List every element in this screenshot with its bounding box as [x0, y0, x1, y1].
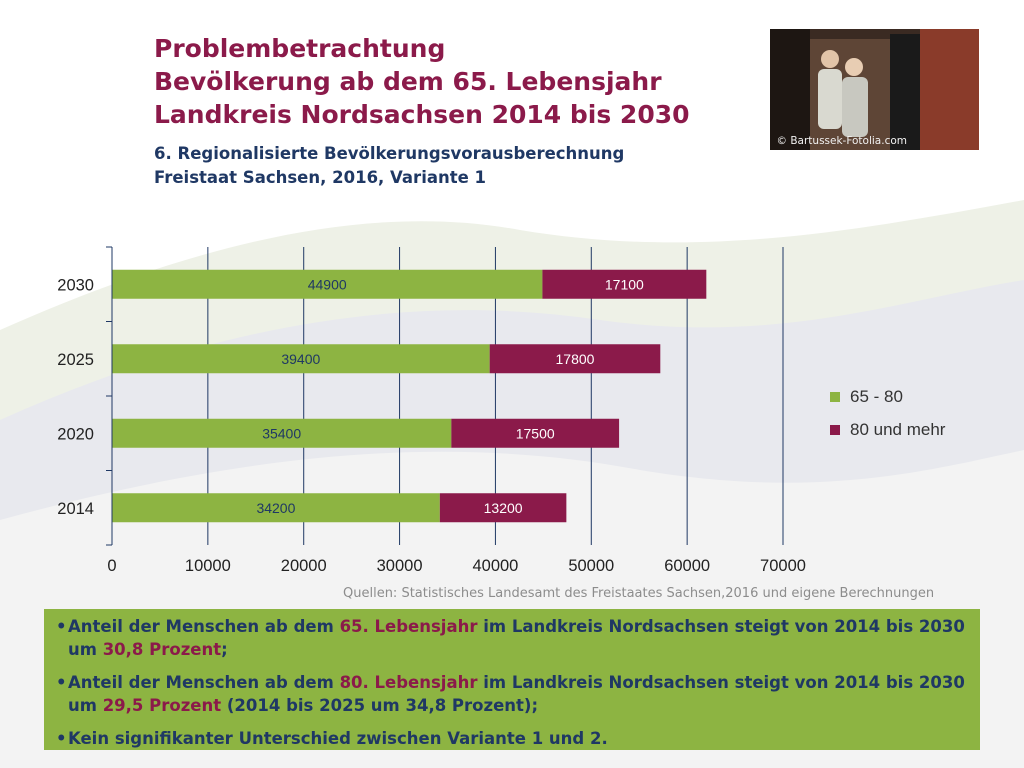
subtitle-block: 6. Regionalisierte Bevölkerungsvorausber… [154, 142, 624, 190]
bar-segment-65-80 [112, 269, 543, 299]
bar-segment-65-80 [112, 418, 452, 448]
chart-bar-labels: 34200 13200 35400 17500 39400 17800 44900 17100 [256, 276, 644, 516]
bar-segment-65-80 [112, 493, 440, 523]
chart-bars [112, 269, 707, 523]
bar-segment-80-plus [439, 493, 567, 523]
bullet-2-highlight-2: 29,5 Prozent [102, 696, 222, 715]
title-block: Problembetrachtung Bevölkerung ab dem 65… [154, 32, 690, 131]
bar-value-label: 34200 [256, 500, 295, 516]
legend-item-80-plus: 80 und mehr [830, 413, 945, 446]
bar-value-label: 17100 [605, 276, 644, 292]
info-bullet-3: • Kein signifikanter Unterschied zwische… [56, 727, 970, 750]
subtitle-line-1: 6. Regionalisierte Bevölkerungsvorausber… [154, 144, 625, 163]
bar-value-label: 17500 [516, 425, 555, 441]
legend-swatch-80-plus [830, 424, 840, 435]
info-box: • Anteil der Menschen ab dem 65. Lebensj… [44, 609, 980, 750]
x-tick-label: 30000 [377, 557, 423, 575]
chart-legend: 65 - 80 80 und mehr [830, 380, 945, 446]
bullet-dot-2: • [56, 673, 67, 692]
chart-axes: 0 10000 20000 30000 40000 50000 60000 70000 2014… [57, 246, 806, 575]
bullet-text-2: Anteil der Menschen ab dem 80. Lebensjah… [68, 671, 970, 717]
y-category-label: 2020 [57, 425, 94, 443]
bullet-1-highlight-1: 65. Lebensjahr [339, 617, 478, 636]
bullet-dot-1: • [56, 617, 67, 636]
bullet-text-3: Kein signifikanter Unterschied zwischen … [68, 729, 608, 748]
legend-swatch-65-80 [830, 391, 840, 402]
bullet-1-part-2: im Landkreis Nordsachsen steigt von 2014… [68, 617, 965, 659]
elderly-couple-photo: © Bartussek-Fotolia.com [770, 29, 979, 150]
x-tick-label: 50000 [568, 557, 614, 575]
title-line-2: Bevölkerung ab dem 65. Lebensjahr [154, 67, 662, 96]
x-tick-label: 60000 [664, 557, 710, 575]
info-bullet-2: • Anteil der Menschen ab dem 80. Lebensj… [56, 671, 970, 717]
bullet-1-part-3: ; [221, 640, 228, 659]
x-tick-label: 0 [107, 557, 116, 575]
bar-segment-80-plus [489, 344, 661, 374]
bullet-1-part-1: Anteil der Menschen ab dem [68, 617, 340, 636]
bullet-2-highlight-1: 80. Lebensjahr [339, 673, 478, 692]
bullet-2-part-2: im Landkreis Nordsachsen steigt von 2014… [68, 673, 965, 715]
bar-segment-65-80 [112, 344, 490, 374]
legend-label-65-80: 65 - 80 [850, 386, 903, 406]
bullet-text-1: Anteil der Menschen ab dem 65. Lebensjah… [68, 615, 970, 661]
bar-value-label: 44900 [308, 276, 347, 292]
title-line-3: Landkreis Nordsachsen 2014 bis 2030 [154, 100, 690, 129]
info-bullet-1: • Anteil der Menschen ab dem 65. Lebensj… [56, 615, 970, 661]
bullet-2-part-3: (2014 bis 2025 um 34,8 Prozent); [221, 696, 539, 715]
y-category-label: 2014 [57, 500, 94, 518]
bar-value-label: 13200 [484, 500, 523, 516]
bar-value-label: 35400 [262, 425, 301, 441]
legend-item-65-80: 65 - 80 [830, 380, 945, 413]
x-tick-label: 10000 [185, 557, 231, 575]
bullet-1-highlight-2: 30,8 Prozent [102, 640, 222, 659]
bullet-dot-3: • [56, 729, 67, 748]
y-category-label: 2025 [57, 351, 94, 369]
bullet-2-part-1: Anteil der Menschen ab dem [68, 673, 340, 692]
x-tick-label: 20000 [281, 557, 327, 575]
source-note: Quellen: Statistisches Landesamt des Fre… [343, 586, 935, 601]
photo-illustration [770, 29, 979, 150]
bar-value-label: 17800 [556, 351, 595, 367]
x-tick-label: 70000 [760, 557, 806, 575]
y-category-label: 2030 [57, 276, 94, 294]
photo-credit: © Bartussek-Fotolia.com [776, 135, 908, 147]
subtitle-line-2: Freistaat Sachsen, 2016, Variante 1 [154, 168, 487, 187]
bar-segment-80-plus [451, 418, 620, 448]
x-tick-label: 40000 [472, 557, 518, 575]
bar-value-label: 39400 [281, 351, 320, 367]
legend-label-80-plus: 80 und mehr [850, 419, 946, 439]
title-line-1: Problembetrachtung [154, 34, 446, 63]
bar-segment-80-plus [542, 269, 707, 299]
